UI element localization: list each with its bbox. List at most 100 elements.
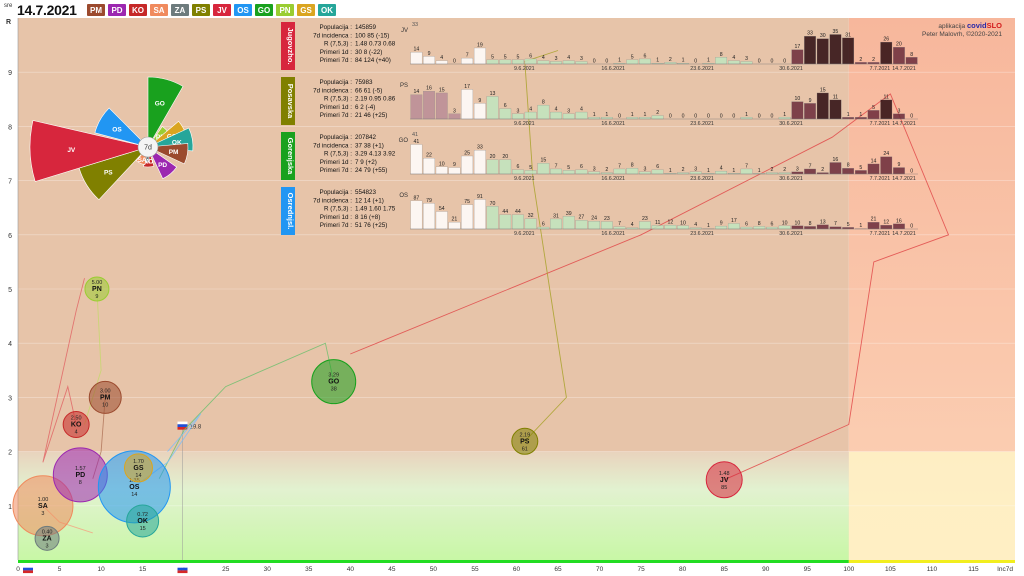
panel-bar-label: 3 (453, 108, 456, 114)
panel-stat-value: 1.49 1.60 1.75 (355, 206, 396, 213)
panel-bar (791, 101, 804, 120)
panel-bar-label: 5 (517, 54, 520, 60)
low-r-high-inc-band (848, 451, 1015, 560)
panel-tag-go (281, 132, 295, 180)
panel-bar-label: 6 (504, 103, 507, 109)
panel-bar (639, 221, 651, 230)
panel-bar-label: 0 (669, 114, 672, 120)
panel-bar-label: 5 (859, 165, 862, 171)
bubble-incidence: 61 (522, 446, 528, 452)
x-axis-label: Inc7d (997, 566, 1013, 573)
panel-bar (867, 110, 880, 120)
panel-bar-label: 10 (680, 220, 686, 226)
bubble-incidence: 14 (135, 473, 141, 479)
bubble-r-value: 0.40 (42, 529, 53, 535)
panel-bar-label: 10 (794, 96, 800, 102)
panel-bar-label: 2 (821, 167, 824, 173)
panel-bar-label: 0 (682, 114, 685, 120)
panel-bar-label: 31 (845, 32, 851, 38)
region-tag-sa: SA (150, 4, 168, 16)
panel-bar-label: 12 (883, 220, 889, 226)
panel-bar-label: 1 (707, 223, 710, 229)
panel-bar-label: 2 (605, 167, 608, 173)
panel-bar-label: 5 (847, 222, 850, 228)
panel-bar (461, 204, 474, 230)
axis-bar-yellow (848, 560, 1015, 563)
app-prefix: aplikacija (938, 23, 966, 30)
y-tick-label: 9 (8, 70, 12, 77)
panel-bar (880, 41, 893, 65)
panel-bar-label: 4 (720, 166, 723, 172)
panel-bar-label: 14 (871, 158, 877, 164)
x-tick-label: 85 (721, 566, 729, 573)
panel-bar-label: 24 (883, 151, 889, 157)
panel-bar-label: 75 (464, 199, 470, 205)
panel-date-label: 30.6.2021 (779, 66, 803, 72)
trail-ko (42, 278, 85, 463)
panel-bar-label: 19 (477, 42, 483, 48)
panel-bar-label: 41 (413, 139, 419, 145)
panel-bar (473, 103, 486, 120)
panel-bar (740, 168, 753, 175)
panel-date-label: 23.6.2021 (690, 176, 714, 182)
panel-stat-key: 7d incidenca : (313, 32, 352, 39)
panel-date-label: 7.7.2021 (870, 66, 891, 72)
panel-bar-label: 0 (758, 59, 761, 65)
panel-stat-key: R (7,5,3) : (324, 96, 352, 103)
region-tag-go: GO (255, 4, 273, 16)
panel-bar-label: 33 (807, 31, 813, 37)
panel-bar (550, 168, 562, 175)
panel-bar (588, 221, 601, 230)
panel-bar-label: 6 (771, 222, 774, 228)
bubble-go (311, 359, 357, 405)
region-tag-za: ZA (171, 4, 189, 16)
panel-bar-label: 8 (631, 163, 634, 169)
panel-bar-label: 4 (732, 55, 735, 61)
panel-bar (816, 92, 829, 120)
x-tick-label: 5 (58, 566, 62, 573)
panel-bar (575, 169, 588, 175)
panel-stat-value: 1.48 0.73 0.68 (355, 41, 396, 48)
bubble-code: GS (133, 465, 143, 472)
slovenia-flag-blue (177, 424, 188, 427)
panel-bar-label: 1 (783, 112, 786, 118)
slovenia-flag-bottom-red (23, 570, 33, 574)
panel-bar-label: 79 (426, 198, 432, 204)
panel-bar (486, 206, 499, 230)
app-brand-covid: covid (966, 21, 987, 30)
panel-bar-label: 9 (478, 98, 481, 104)
pie-slice-go (147, 76, 184, 149)
panel-bar-label: 7 (466, 53, 469, 59)
panel-date-label: 30.6.2021 (779, 231, 803, 237)
panel-stat-value: 2.19 0.95 0.86 (355, 96, 396, 103)
y-tick-label: 1 (8, 504, 12, 511)
panel-bar (512, 169, 524, 175)
panel-bar-label: 0 (593, 59, 596, 65)
panel-bar-label: 4 (631, 222, 634, 228)
app-credit: aplikacija covidSLO Peter Malovrh, ©2020… (922, 22, 1002, 39)
panel-stat-key: Populacija : (319, 189, 352, 196)
panel-stat-key: Primeri 7d : (320, 112, 352, 119)
panel-bar-label: 70 (490, 201, 496, 207)
panel-bar (562, 216, 575, 230)
panel-bar-label: 5 (631, 54, 634, 60)
panel-bar-label: 3 (567, 108, 570, 114)
panel-bar-label: 4 (555, 107, 558, 113)
panel-bar (524, 218, 537, 230)
panel-stat-value: 66 61 (-5) (355, 87, 382, 94)
panel-bar-label: 0 (694, 59, 697, 65)
panel-bar-label: 11 (655, 220, 660, 226)
bubble-pm (88, 380, 122, 414)
panel-stat-key: Populacija : (319, 134, 352, 141)
x-tick-label: 30 (264, 566, 272, 573)
panel-bar-label: 2 (682, 167, 685, 173)
panel-stat-key: Primeri 1d : (320, 159, 352, 166)
panel-bar-label: 7 (555, 163, 558, 169)
pie-label-za: ZA (141, 158, 150, 165)
panel-bar-label: 0 (771, 59, 774, 65)
bubble-incidence: 38 (331, 387, 337, 393)
panel-bar (905, 57, 918, 65)
region-tag-os: OS (234, 4, 252, 16)
x-tick-label: 60 (513, 566, 521, 573)
panel-bar-label: 4 (542, 55, 545, 61)
